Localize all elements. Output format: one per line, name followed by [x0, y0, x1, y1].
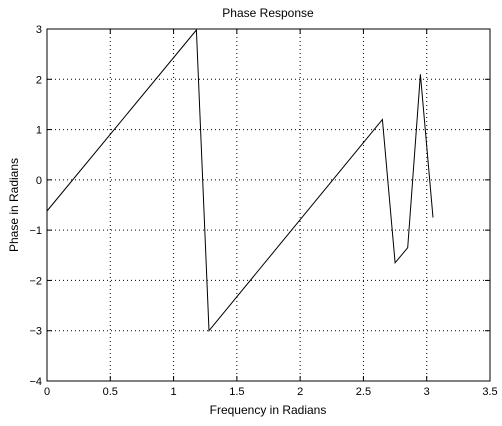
chart-title: Phase Response	[222, 6, 314, 20]
plot-area-border	[46, 28, 491, 382]
y-tick-label: −1	[29, 225, 42, 237]
y-tick-label: 0	[36, 175, 42, 187]
grid-lines	[47, 29, 490, 381]
x-tick-label: 3.5	[482, 386, 497, 398]
y-tick-label: 2	[36, 74, 42, 86]
x-tick-label: 1.5	[229, 386, 244, 398]
x-tick-labels: 0 0.5 1 1.5 2 2.5 3 3.5	[44, 386, 498, 398]
y-tick-label: −4	[29, 376, 42, 388]
x-tick-label: 0.5	[103, 386, 118, 398]
x-axis-label: Frequency in Radians	[210, 403, 327, 417]
y-tick-label: −3	[29, 326, 42, 338]
x-tick-label: 1	[171, 386, 177, 398]
data-series	[46, 28, 434, 333]
x-tick-label: 0	[44, 386, 50, 398]
y-tick-label: 1	[36, 125, 42, 137]
y-axis-label: Phase in Radians	[7, 158, 21, 252]
tick-marks	[46, 28, 491, 382]
y-tick-label: 3	[36, 24, 42, 36]
x-tick-label: 3	[424, 386, 430, 398]
x-tick-label: 2	[297, 386, 303, 398]
x-tick-label: 2.5	[356, 386, 371, 398]
y-tick-label: −2	[29, 275, 42, 287]
y-tick-labels: 3 2 1 0 −1 −2 −3 −4	[29, 24, 42, 388]
phase-line	[46, 28, 434, 333]
